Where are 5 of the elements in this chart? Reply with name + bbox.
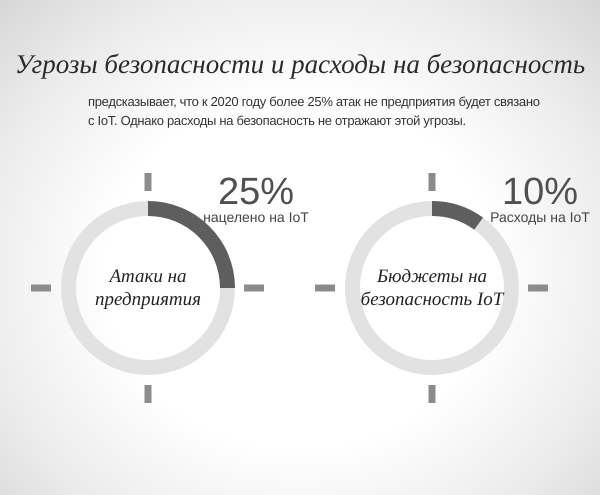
text: Атаки на предприятия [94,265,202,311]
chart-title: Угрозы безопасности и расходы на безопасность [14,48,586,80]
text: Бюджеты на безопасность IoT [360,265,506,311]
chart-subtitle: предсказывает, что к 2020 году более 25% атак не предприятия будет связано с IoT. Однако расходы на безопасность не отражают этой угрозы. [88,93,541,130]
donut-slice [432,201,484,230]
